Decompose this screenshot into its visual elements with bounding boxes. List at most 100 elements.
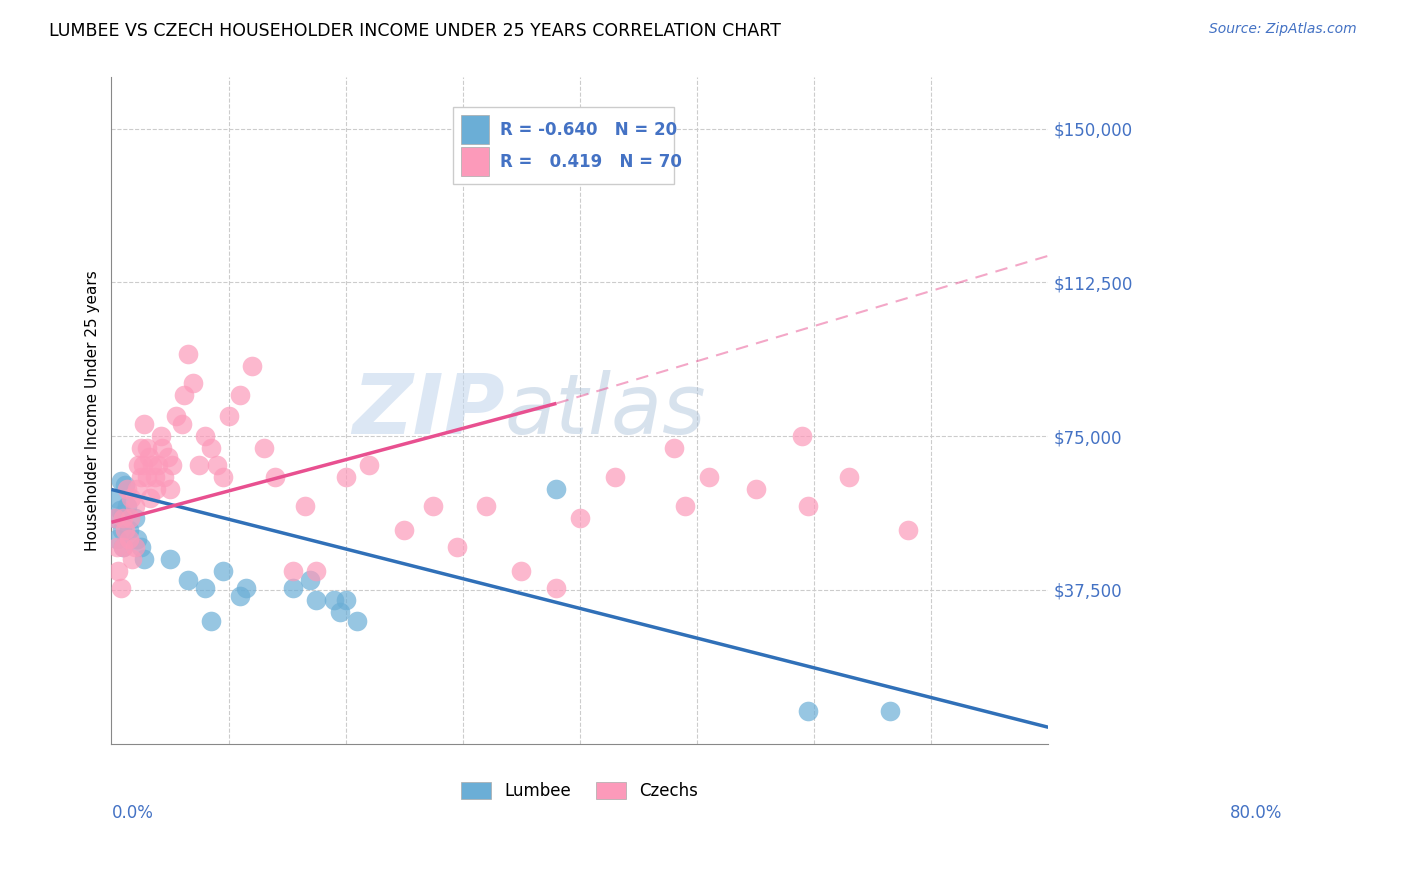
Point	[897, 524, 920, 538]
Point	[170, 417, 193, 431]
Point	[121, 552, 143, 566]
Point	[357, 458, 380, 472]
Point	[159, 483, 181, 497]
Point	[281, 581, 304, 595]
Point	[105, 491, 128, 505]
Point	[118, 532, 141, 546]
Y-axis label: Householder Income Under 25 years: Householder Income Under 25 years	[86, 270, 100, 551]
Point	[218, 409, 240, 423]
Point	[346, 614, 368, 628]
Point	[176, 573, 198, 587]
Point	[135, 442, 157, 456]
Point	[150, 442, 173, 456]
Point	[211, 565, 233, 579]
Text: ZIP: ZIP	[353, 370, 505, 451]
Point	[194, 581, 217, 595]
Point	[120, 511, 142, 525]
Point	[124, 499, 146, 513]
Point	[115, 499, 138, 513]
Point	[200, 614, 222, 628]
Point	[124, 540, 146, 554]
Point	[105, 540, 128, 554]
Text: 80.0%: 80.0%	[1230, 804, 1282, 822]
Point	[124, 511, 146, 525]
Point	[127, 483, 149, 497]
Point	[115, 483, 138, 497]
FancyBboxPatch shape	[461, 147, 489, 176]
Point	[104, 511, 127, 525]
Point	[264, 470, 287, 484]
Point	[281, 565, 304, 579]
Point	[200, 442, 222, 456]
Point	[112, 511, 135, 525]
Point	[673, 499, 696, 513]
Point	[129, 540, 152, 554]
Point	[118, 524, 141, 538]
Point	[305, 593, 328, 607]
Point	[792, 429, 814, 443]
Point	[205, 458, 228, 472]
Point	[149, 429, 172, 443]
Point	[143, 470, 166, 484]
Point	[108, 503, 131, 517]
Point	[176, 347, 198, 361]
Point	[662, 442, 685, 456]
Point	[114, 524, 136, 538]
Point	[165, 409, 187, 423]
Point	[129, 442, 152, 456]
Point	[229, 589, 252, 603]
Point	[422, 499, 444, 513]
Point	[335, 470, 357, 484]
FancyBboxPatch shape	[453, 107, 673, 184]
Point	[744, 483, 766, 497]
Point	[510, 565, 533, 579]
Point	[111, 524, 134, 538]
Point	[134, 417, 156, 431]
Point	[294, 499, 316, 513]
Point	[110, 475, 132, 489]
Point	[173, 388, 195, 402]
Point	[120, 491, 142, 505]
Point	[446, 540, 468, 554]
Point	[335, 593, 357, 607]
Point	[838, 470, 860, 484]
Point	[127, 458, 149, 472]
Point	[156, 450, 179, 464]
Point	[135, 470, 157, 484]
Point	[105, 532, 128, 546]
Point	[603, 470, 626, 484]
Point	[159, 552, 181, 566]
Point	[305, 565, 328, 579]
Point	[145, 483, 167, 497]
Point	[112, 507, 135, 521]
Text: 0.0%: 0.0%	[111, 804, 153, 822]
Point	[129, 470, 152, 484]
Text: atlas: atlas	[505, 370, 707, 451]
Point	[141, 458, 163, 472]
Point	[475, 499, 498, 513]
Legend: Lumbee, Czechs: Lumbee, Czechs	[453, 773, 707, 809]
Point	[299, 573, 322, 587]
Point	[240, 359, 263, 374]
Point	[797, 499, 820, 513]
FancyBboxPatch shape	[461, 115, 489, 145]
Point	[153, 470, 176, 484]
Point	[139, 491, 162, 505]
Point	[879, 704, 901, 718]
Point	[194, 429, 217, 443]
Point	[134, 552, 156, 566]
Point	[322, 593, 344, 607]
Point	[568, 511, 591, 525]
Point	[183, 376, 205, 390]
Point	[110, 581, 132, 595]
Point	[112, 540, 135, 554]
Point	[253, 442, 276, 456]
Point	[127, 532, 149, 546]
Point	[138, 450, 160, 464]
Point	[329, 606, 352, 620]
Point	[211, 470, 233, 484]
Point	[229, 388, 252, 402]
Point	[697, 470, 720, 484]
Point	[112, 540, 135, 554]
Point	[546, 581, 568, 595]
